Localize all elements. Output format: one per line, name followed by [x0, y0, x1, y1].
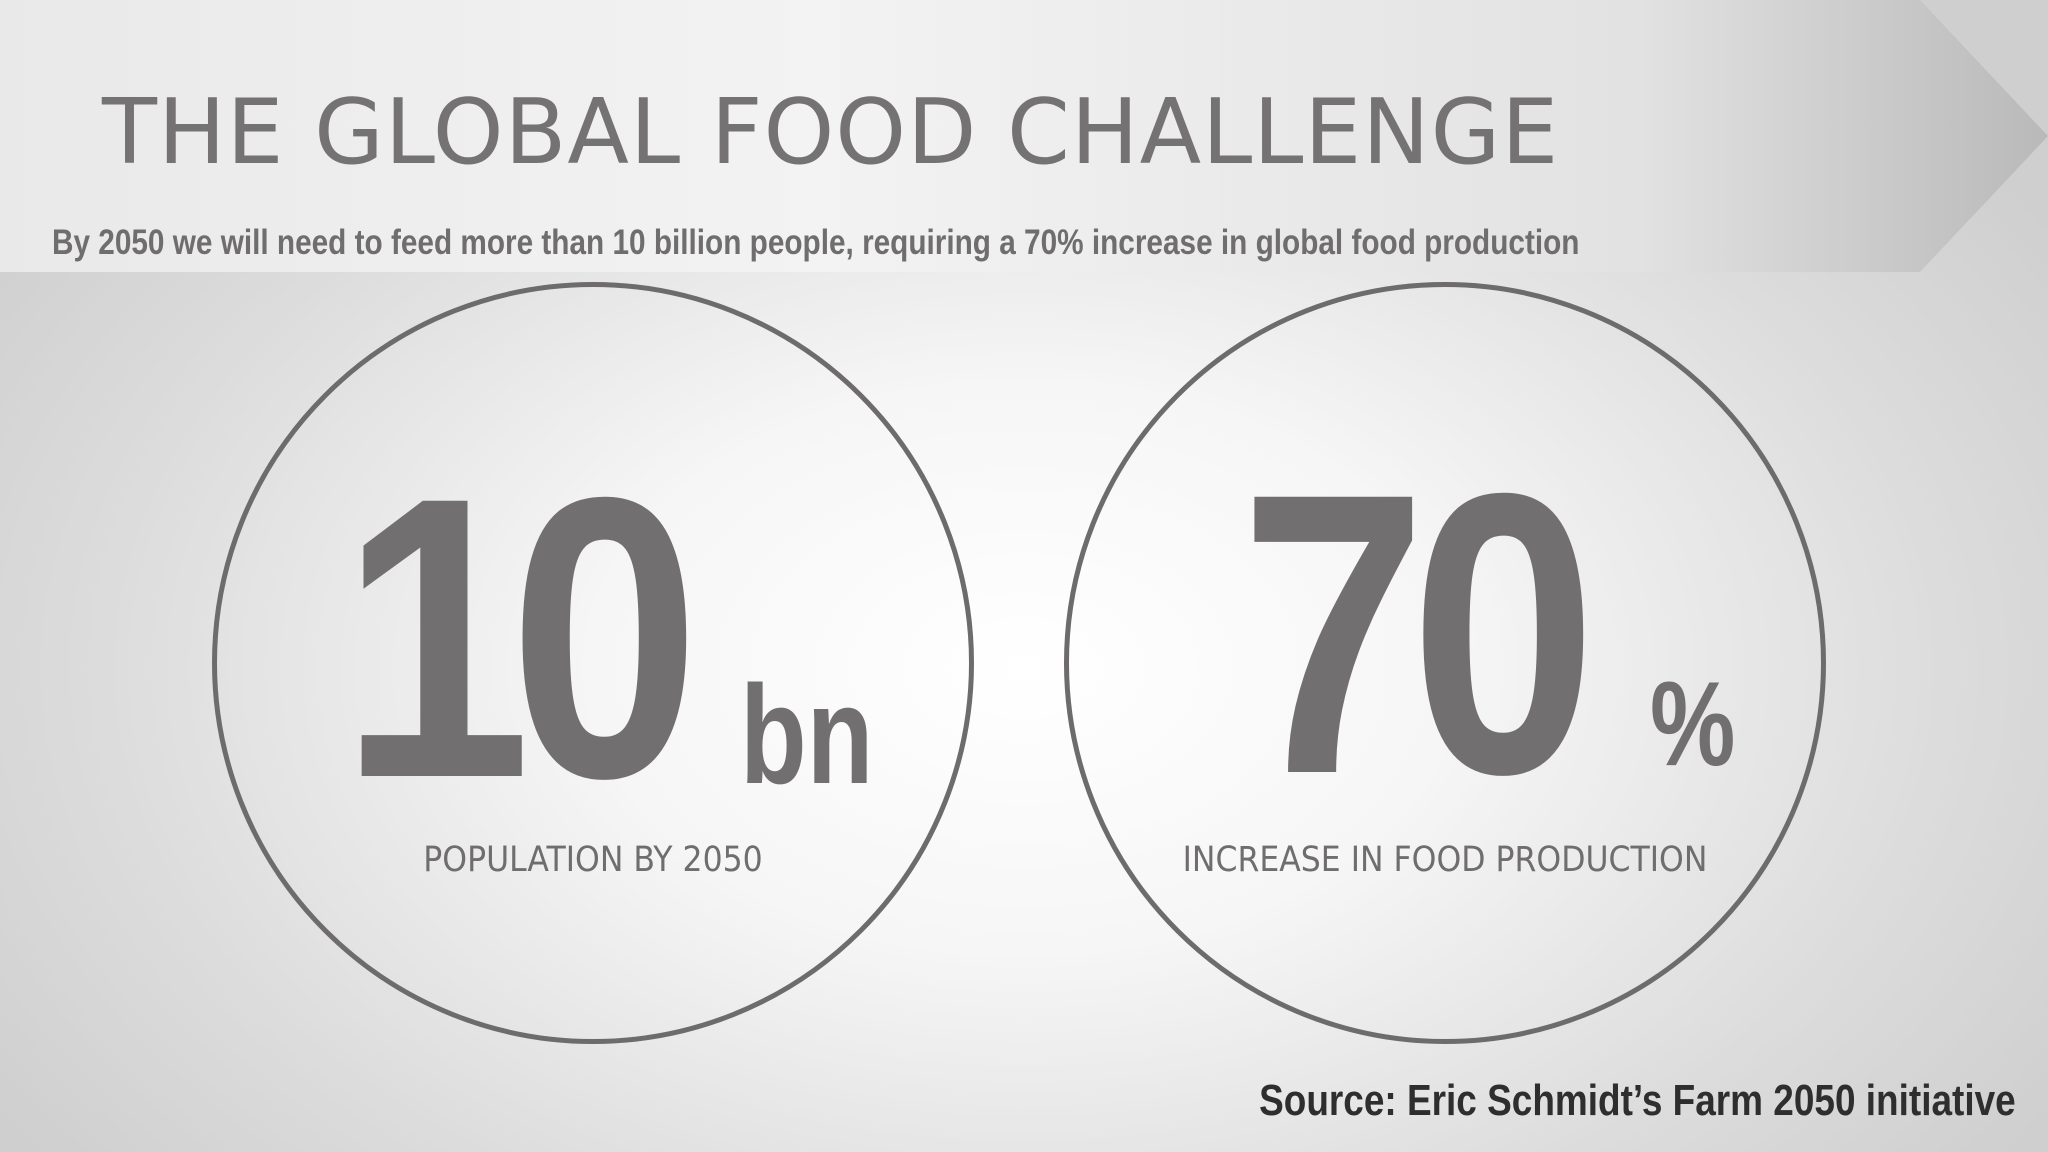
food-production-stat-circle — [1064, 282, 1826, 1044]
slide-subtitle: By 2050 we will need to feed more than 1… — [52, 223, 1580, 262]
source-citation: Source: Eric Schmidt’s Farm 2050 initiat… — [1259, 1076, 2016, 1125]
population-caption: POPULATION BY 2050 — [423, 840, 763, 880]
population-stat-circle — [212, 282, 974, 1044]
slide-title: THE GLOBAL FOOD CHALLENGE — [102, 80, 1560, 185]
food-increase-unit: % — [1650, 657, 1736, 791]
food-increase-caption: INCREASE IN FOOD PRODUCTION — [1182, 840, 1708, 880]
title-banner-arrow — [0, 0, 2048, 272]
population-value: 10 — [340, 414, 700, 861]
population-unit: bn — [740, 656, 874, 813]
food-increase-value: 70 — [1240, 410, 1597, 857]
